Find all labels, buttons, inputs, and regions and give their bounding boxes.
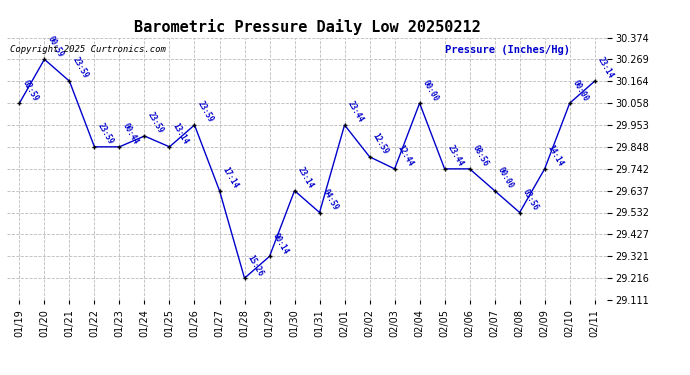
Text: 12:59: 12:59 (371, 132, 390, 156)
Text: 00:00: 00:00 (421, 78, 440, 102)
Text: 23:44: 23:44 (446, 144, 465, 168)
Text: Pressure (Inches/Hg): Pressure (Inches/Hg) (445, 45, 570, 56)
Text: 12:44: 12:44 (396, 144, 415, 168)
Text: 15:26: 15:26 (246, 253, 265, 278)
Text: 04:59: 04:59 (321, 188, 340, 212)
Text: 23:14: 23:14 (596, 56, 615, 81)
Text: 17:14: 17:14 (221, 165, 240, 190)
Text: 08:56: 08:56 (471, 144, 490, 168)
Text: 00:14: 00:14 (270, 231, 290, 256)
Text: 23:14: 23:14 (296, 165, 315, 190)
Text: 13:14: 13:14 (170, 122, 190, 146)
Text: 23:59: 23:59 (146, 111, 165, 135)
Text: 03:56: 03:56 (521, 188, 540, 212)
Text: 23:59: 23:59 (96, 122, 115, 146)
Text: 23:44: 23:44 (346, 100, 365, 124)
Text: 23:59: 23:59 (70, 56, 90, 81)
Text: 23:59: 23:59 (196, 100, 215, 124)
Text: 00:00: 00:00 (571, 78, 590, 102)
Text: 00:00: 00:00 (496, 165, 515, 190)
Text: 14:14: 14:14 (546, 144, 565, 168)
Title: Barometric Pressure Daily Low 20250212: Barometric Pressure Daily Low 20250212 (134, 19, 480, 35)
Text: 02:59: 02:59 (21, 78, 40, 102)
Text: Copyright 2025 Curtronics.com: Copyright 2025 Curtronics.com (10, 45, 166, 54)
Text: 00:59: 00:59 (46, 34, 65, 59)
Text: 00:44: 00:44 (121, 122, 140, 146)
